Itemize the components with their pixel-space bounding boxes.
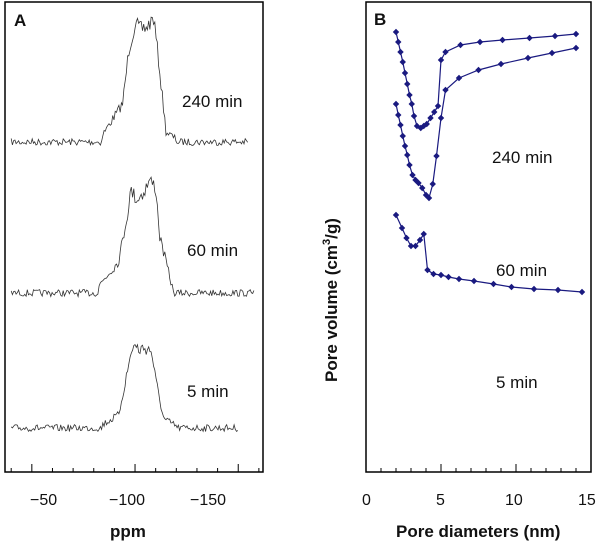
panel-b-point [412,176,419,184]
panel-b-point [392,211,400,219]
panel-b-point [403,234,410,242]
panel-b-point [457,41,464,49]
panel-b-point [430,270,437,278]
panel-b-point [410,112,418,120]
panel-b-point [412,242,419,250]
panel-b-point [433,152,440,160]
panel-b-tick-label: 15 [578,492,596,509]
panel-b-point [497,60,505,68]
panel-b-point [423,120,430,128]
panel-b-point [508,283,515,291]
panel-b-point [408,100,415,108]
panel-a-traces [10,16,255,433]
panel-b-point [554,286,562,294]
panel-b-point [419,184,426,192]
panel-b-point [398,224,406,232]
panel-b-point [424,266,431,274]
panel-a-frame [4,1,264,473]
panel-b-xaxis-title: Pore diameters (nm) [396,522,560,541]
panel-b-point [434,102,442,110]
panel-a-tick-label: −100 [109,492,145,509]
panel-b-point [572,44,580,52]
panel-b-point [406,161,413,169]
panel-b-point [425,194,433,202]
panel-b-point [526,34,533,42]
panel-b-yaxis-title-end: /g) [322,218,341,239]
panel-b-label-5: 5 min [496,373,538,392]
panel-b-frame [365,1,592,473]
panel-b-point [401,69,409,77]
panel-b-label-240: 240 min [492,148,552,167]
panel-b-tick-label: 5 [436,492,445,509]
panel-b-point [401,142,409,150]
panel-b-point [406,91,413,99]
panel-a-letter: A [14,11,26,30]
panel-b-line [395,214,583,293]
panel-b-point [499,36,506,44]
panel-b-tick-label: 0 [362,492,371,509]
panel-b-point [490,280,497,288]
panel-a-trace [10,343,239,433]
panel-a-label-5: 5 min [187,382,229,401]
panel-b-point [397,121,404,129]
panel-b-point [409,171,416,179]
panel-a-trace [10,176,255,299]
panel-a: A −50 −100 −150 ppm 240 min 60 min 5 min [4,1,264,541]
panel-b: B 0 5 10 15 Pore diameters (nm) Pore vol… [321,1,596,541]
panel-a-tick-label: −150 [190,492,226,509]
panel-b-series [392,28,586,296]
panel-b-yaxis-title-sup: 3 [321,239,333,245]
panel-b-point [399,58,406,66]
panel-b-point [416,236,424,244]
panel-b-point [530,285,538,293]
panel-b-point [404,80,411,88]
panel-b-point [437,56,445,64]
panel-b-point [524,54,532,62]
panel-b-point [422,191,430,199]
panel-b-point [404,151,411,159]
panel-b-point [431,108,438,116]
panel-b-point [399,132,406,140]
panel-b-point [445,273,452,281]
panel-b-point [397,48,404,56]
panel-b-yaxis-title-main: Pore volume (cm [322,245,341,382]
panel-b-point [475,66,482,74]
panel-b-point [395,111,402,119]
panel-b-point [551,32,559,40]
panel-b-point [470,277,478,285]
panel-a-trace [10,16,249,147]
panel-b-point [442,86,449,94]
panel-b-point [407,242,415,250]
panel-b-point [578,288,586,296]
panel-a-tick-label: −50 [30,492,57,509]
panel-a-ticks [10,464,260,472]
panel-b-point [476,38,484,46]
panel-b-point [572,30,580,38]
panel-a-label-60: 60 min [187,241,238,260]
panel-b-line [395,47,577,200]
panel-b-point [437,271,445,279]
panel-b-point [392,100,400,108]
panel-b-point [427,114,434,122]
panel-b-point [392,28,400,36]
panel-b-point [420,230,427,238]
panel-b-label-60: 60 min [496,261,547,280]
panel-b-yaxis-title: Pore volume (cm3/g) [321,218,341,382]
panel-b-letter: B [374,10,386,29]
panel-b-point [548,49,556,57]
panel-a-xaxis-title: ppm [110,522,146,541]
panel-b-tick-label: 10 [505,492,523,509]
panel-b-point [455,275,463,283]
panel-b-point [429,180,436,188]
panel-b-point [437,114,445,122]
panel-b-line [395,31,577,129]
panel-b-point [395,38,402,46]
panel-b-point [415,179,422,187]
panel-b-point [455,74,463,82]
panel-a-label-240: 240 min [182,92,242,111]
panel-b-point [442,48,449,56]
panel-b-ticks [380,464,577,472]
